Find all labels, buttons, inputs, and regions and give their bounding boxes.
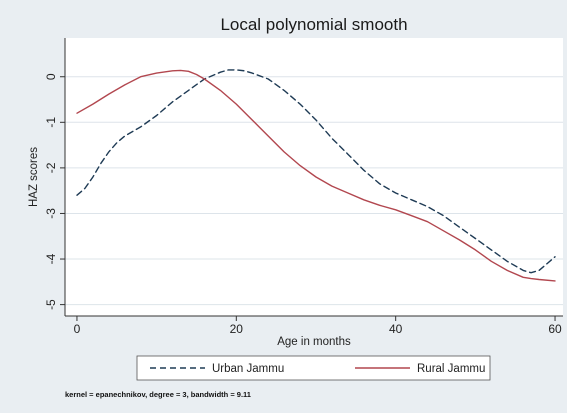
y-tick-label: 0 [44, 73, 58, 80]
legend-urban-label: Urban Jammu [212, 363, 284, 375]
urban-jammu-line [76, 69, 556, 274]
x-tick-label: 0 [74, 322, 81, 336]
legend: Urban Jammu Rural Jammu [136, 355, 491, 381]
y-tick-label: -2 [44, 162, 58, 173]
series-layer [76, 69, 556, 282]
y-tick-label: -1 [44, 117, 58, 128]
y-tick-label: -3 [44, 208, 58, 219]
footnote: kernel = epanechnikov, degree = 3, bandw… [65, 390, 251, 399]
x-tick-label: 20 [230, 322, 244, 336]
rural-jammu-line [76, 69, 556, 282]
y-axis-label: HAZ scores [28, 147, 40, 207]
legend-rural-label: Rural Jammu [417, 363, 485, 375]
x-ticks: 0 20 40 60 [74, 316, 562, 336]
x-tick-label: 40 [389, 322, 403, 336]
plot-background [65, 38, 563, 316]
y-tick-label: -5 [44, 299, 58, 310]
x-axis-label: Age in months [277, 336, 351, 348]
y-tick-label: -4 [44, 253, 58, 264]
chart-title: Local polynomial smooth [220, 15, 407, 34]
y-ticks: 0 -1 -2 -3 -4 -5 [44, 73, 65, 310]
x-tick-label: 60 [548, 322, 562, 336]
